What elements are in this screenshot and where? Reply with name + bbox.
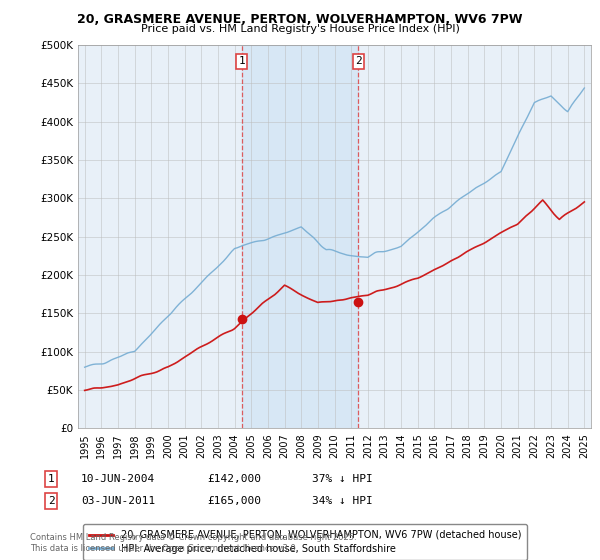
Bar: [242, 45, 358, 428]
Text: 1: 1: [239, 57, 245, 66]
Legend: 20, GRASMERE AVENUE, PERTON, WOLVERHAMPTON, WV6 7PW (detached house), HPI: Avera: 20, GRASMERE AVENUE, PERTON, WOLVERHAMPT…: [83, 524, 527, 559]
Text: £165,000: £165,000: [207, 496, 261, 506]
Text: Contains HM Land Registry data © Crown copyright and database right 2025.
This d: Contains HM Land Registry data © Crown c…: [30, 533, 356, 553]
Text: £142,000: £142,000: [207, 474, 261, 484]
Text: 37% ↓ HPI: 37% ↓ HPI: [312, 474, 373, 484]
Text: 1: 1: [47, 474, 55, 484]
Text: 2: 2: [47, 496, 55, 506]
Text: 34% ↓ HPI: 34% ↓ HPI: [312, 496, 373, 506]
Text: 20, GRASMERE AVENUE, PERTON, WOLVERHAMPTON, WV6 7PW: 20, GRASMERE AVENUE, PERTON, WOLVERHAMPT…: [77, 13, 523, 26]
Text: 03-JUN-2011: 03-JUN-2011: [81, 496, 155, 506]
Text: 10-JUN-2004: 10-JUN-2004: [81, 474, 155, 484]
Text: Price paid vs. HM Land Registry's House Price Index (HPI): Price paid vs. HM Land Registry's House …: [140, 24, 460, 34]
Text: 2: 2: [355, 57, 362, 66]
